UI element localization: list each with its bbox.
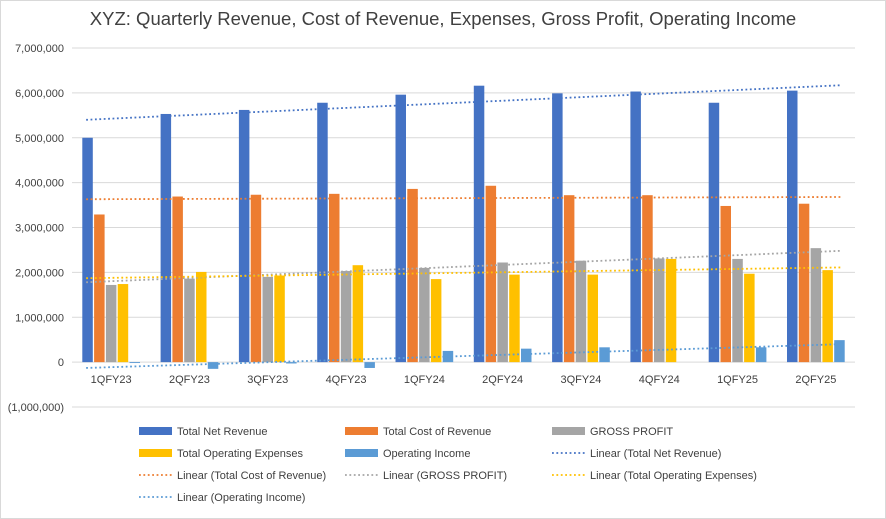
y-tick-label: 7,000,000 <box>15 43 64 55</box>
x-tick-label: 2QFY25 <box>795 374 836 386</box>
bar <box>172 196 183 363</box>
bar <box>94 214 105 363</box>
y-tick-label: 1,000,000 <box>15 312 64 324</box>
bar <box>419 267 430 363</box>
bar <box>575 260 587 363</box>
bar <box>787 90 798 363</box>
legend-label: Linear (Operating Income) <box>177 492 305 504</box>
legend-label: Total Operating Expenses <box>177 448 303 460</box>
legend-label: Total Cost of Revenue <box>383 426 491 438</box>
bar <box>798 203 810 363</box>
bar <box>250 194 262 363</box>
bar <box>521 348 532 363</box>
bar <box>708 102 720 363</box>
legend-label: Operating Income <box>383 448 470 460</box>
bar <box>207 362 219 369</box>
legend-swatch <box>345 449 378 457</box>
y-tick-label: 6,000,000 <box>15 88 64 100</box>
bar <box>329 193 340 363</box>
bar <box>238 109 250 363</box>
bar <box>509 274 520 363</box>
bar <box>552 93 563 363</box>
legend: Total Net Revenue Total Cost of Revenue GR… <box>139 426 757 504</box>
bar <box>654 258 665 363</box>
y-axis: (1,000,000) 0 1,000,000 2,000,000 3,000,000 4… <box>8 43 64 414</box>
bar <box>274 275 285 363</box>
trendline <box>86 343 841 369</box>
y-tick-label: (1,000,000) <box>8 402 64 414</box>
bar <box>340 271 352 363</box>
y-tick-label: 2,000,000 <box>15 267 64 279</box>
legend-swatch <box>345 427 378 435</box>
x-tick-label: 3QFY23 <box>247 374 288 386</box>
bar <box>665 258 677 363</box>
bar <box>352 265 364 363</box>
bar <box>473 85 485 363</box>
bar <box>485 185 497 363</box>
x-tick-label: 2QFY24 <box>482 374 523 386</box>
legend-swatch <box>139 427 172 435</box>
bar <box>262 276 273 363</box>
bar <box>810 248 822 363</box>
x-axis: 1QFY23 2QFY23 3QFY23 4QFY23 1QFY24 2QFY24 3QFY… <box>91 374 837 386</box>
bar <box>184 278 195 363</box>
x-tick-label: 1QFY24 <box>404 374 445 386</box>
x-tick-label: 1QFY23 <box>91 374 132 386</box>
bar <box>732 258 743 363</box>
bar <box>755 347 767 363</box>
chart-title: XYZ: Quarterly Revenue, Cost of Revenue,… <box>89 8 797 29</box>
bar <box>364 362 375 368</box>
trendline <box>86 196 841 201</box>
legend-label: Linear (Total Cost of Revenue) <box>177 470 326 482</box>
bar <box>407 188 418 363</box>
y-tick-label: 5,000,000 <box>15 133 64 145</box>
bar <box>497 262 508 363</box>
x-tick-label: 4QFY23 <box>326 374 367 386</box>
y-tick-label: 0 <box>58 357 64 369</box>
x-tick-label: 3QFY24 <box>560 374 601 386</box>
bar <box>317 102 328 363</box>
bars <box>82 85 845 369</box>
bar <box>430 279 442 363</box>
bar <box>720 205 731 363</box>
bar <box>395 94 406 363</box>
bar <box>82 137 93 363</box>
trendline <box>86 84 841 121</box>
x-tick-label: 1QFY25 <box>717 374 758 386</box>
x-tick-label: 4QFY24 <box>639 374 680 386</box>
legend-label: GROSS PROFIT <box>590 426 673 438</box>
bar <box>117 284 129 363</box>
legend-swatch <box>139 449 172 457</box>
bar <box>196 271 207 363</box>
legend-label: Linear (GROSS PROFIT) <box>383 470 507 482</box>
bar <box>129 362 140 364</box>
bar <box>105 284 117 363</box>
y-tick-label: 3,000,000 <box>15 223 64 235</box>
legend-label: Linear (Total Net Revenue) <box>590 448 721 460</box>
legend-label: Total Net Revenue <box>177 426 268 438</box>
legend-label: Linear (Total Operating Expenses) <box>590 470 757 482</box>
bar <box>587 274 598 363</box>
legend-swatch <box>552 427 585 435</box>
bar <box>834 340 845 363</box>
bar <box>744 273 755 363</box>
trendlines <box>86 84 841 369</box>
bar <box>822 270 833 363</box>
y-tick-label: 4,000,000 <box>15 178 64 190</box>
bar <box>286 362 297 364</box>
bar <box>160 113 172 363</box>
bar <box>599 347 610 363</box>
bar <box>563 195 575 363</box>
x-tick-label: 2QFY23 <box>169 374 210 386</box>
trendline <box>86 249 841 284</box>
bar <box>642 195 653 363</box>
bar <box>630 91 641 363</box>
